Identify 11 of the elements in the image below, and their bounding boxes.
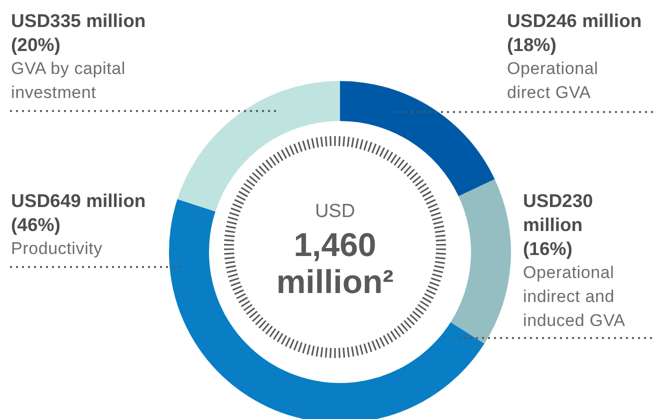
slice-label: GVA by capital investment bbox=[11, 58, 126, 104]
slice-label: Operational indirect and induced GVA bbox=[523, 262, 626, 332]
text: 1,460 bbox=[292, 226, 378, 264]
data-label: USD649 million (46%) bbox=[11, 189, 147, 237]
data-label: USD246 million (18%) bbox=[507, 9, 643, 57]
slice-label: Productivity bbox=[11, 238, 104, 260]
text: USD bbox=[314, 200, 356, 224]
data-label: USD230 million (16%) bbox=[523, 189, 594, 261]
text: million² bbox=[275, 263, 395, 301]
data-label: USD335 million (20%) bbox=[11, 9, 147, 57]
slice-label: Operational direct GVA bbox=[507, 58, 600, 104]
